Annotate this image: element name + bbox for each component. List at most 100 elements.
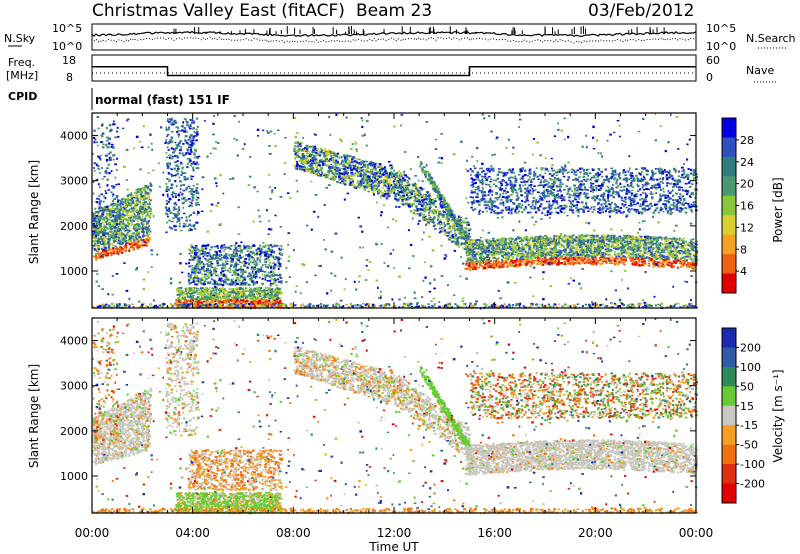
power-pixel xyxy=(300,166,302,168)
power-pixel xyxy=(305,147,308,149)
power-pixel xyxy=(185,226,187,227)
power-pixel xyxy=(397,199,400,201)
power-pixel xyxy=(141,212,143,214)
nave-tick-top: 60 xyxy=(706,54,720,67)
power-pixel xyxy=(295,153,297,155)
power-pixel xyxy=(278,292,280,294)
power-pixel xyxy=(206,268,209,270)
power-pixel xyxy=(197,266,200,268)
power-pixel xyxy=(390,190,393,192)
power-pixel xyxy=(230,288,232,290)
power-pixel xyxy=(318,170,321,172)
power-pixel xyxy=(216,253,218,255)
power-pixel xyxy=(417,209,419,211)
power-pixel xyxy=(422,201,424,203)
power-pixel xyxy=(194,265,197,267)
power-pixel xyxy=(99,206,101,208)
power-pixel xyxy=(130,199,132,201)
power-pixel xyxy=(264,259,267,261)
power-pixel xyxy=(176,291,178,293)
power-pixel xyxy=(133,217,136,219)
power-pixel xyxy=(106,184,108,186)
power-pixel xyxy=(144,201,146,203)
power-pixel xyxy=(127,222,129,224)
power-pixel xyxy=(414,183,416,185)
power-pixel xyxy=(244,246,246,248)
power-pixel xyxy=(111,185,114,187)
power-pixel xyxy=(169,162,171,164)
power-pixel xyxy=(98,219,101,221)
power-pixel xyxy=(359,175,361,177)
power-pixel xyxy=(240,270,242,272)
power-pixel xyxy=(362,169,364,171)
power-pixel xyxy=(428,209,431,211)
power-pixel xyxy=(171,194,174,196)
power-pixel xyxy=(102,209,105,211)
power-pixel xyxy=(105,190,107,192)
power-pixel xyxy=(337,167,340,169)
power-pixel xyxy=(210,246,213,248)
power-pixel xyxy=(381,187,384,189)
power-pixel xyxy=(423,189,425,191)
power-pixel xyxy=(145,216,147,218)
power-pixel xyxy=(172,191,175,193)
power-pixel xyxy=(213,293,215,295)
power-pixel xyxy=(274,278,276,280)
power-pixel xyxy=(197,163,199,165)
power-pixel xyxy=(421,205,423,207)
power-pixel xyxy=(100,200,102,202)
power-pixel xyxy=(114,226,116,228)
power-pixel xyxy=(240,282,242,284)
power-pixel xyxy=(400,177,402,179)
power-pixel xyxy=(193,224,195,226)
power-pixel xyxy=(114,163,117,165)
power-pixel xyxy=(177,218,179,220)
power-pixel xyxy=(117,230,119,232)
power-pixel xyxy=(196,183,198,185)
power-pixel xyxy=(128,224,130,226)
power-pixel xyxy=(124,219,127,221)
power-pixel xyxy=(401,199,403,201)
power-pixel xyxy=(271,284,273,286)
power-pixel xyxy=(112,200,114,202)
power-pixel xyxy=(254,269,256,271)
power-pixel xyxy=(237,264,239,265)
power-pixel xyxy=(242,280,244,282)
power-pixel xyxy=(201,248,203,250)
power-pixel xyxy=(240,252,242,254)
power-pixel xyxy=(375,190,377,192)
power-pixel xyxy=(114,245,116,247)
power-pixel xyxy=(193,131,195,133)
power-pixel xyxy=(116,247,118,249)
power-pixel xyxy=(252,270,254,272)
power-pixel xyxy=(192,127,194,129)
power-pixel xyxy=(191,188,193,190)
power-pixel xyxy=(310,154,312,156)
power-pixel xyxy=(397,183,399,185)
power-pixel xyxy=(453,226,456,228)
power-pixel xyxy=(133,227,135,229)
power-pixel xyxy=(298,151,300,153)
power-pixel xyxy=(243,284,245,286)
power-pixel xyxy=(387,195,389,197)
power-pixel xyxy=(116,158,118,160)
power-pixel xyxy=(184,127,186,129)
power-pixel xyxy=(307,167,309,169)
power-pixel xyxy=(141,222,143,224)
power-pixel xyxy=(349,164,351,166)
power-pixel xyxy=(182,295,184,297)
power-pixel xyxy=(272,275,275,277)
power-pixel xyxy=(253,288,255,290)
power-pixel xyxy=(357,182,359,184)
power-pixel xyxy=(337,153,339,155)
power-pixel xyxy=(95,237,97,239)
power-pixel xyxy=(334,178,336,180)
power-pixel xyxy=(224,292,226,294)
power-pixel xyxy=(147,187,149,189)
power-pixel xyxy=(236,249,238,251)
power-pixel xyxy=(411,188,413,190)
power-pixel xyxy=(333,172,336,174)
power-pixel xyxy=(121,227,123,229)
power-pixel xyxy=(248,301,250,303)
power-pixel xyxy=(413,200,415,201)
